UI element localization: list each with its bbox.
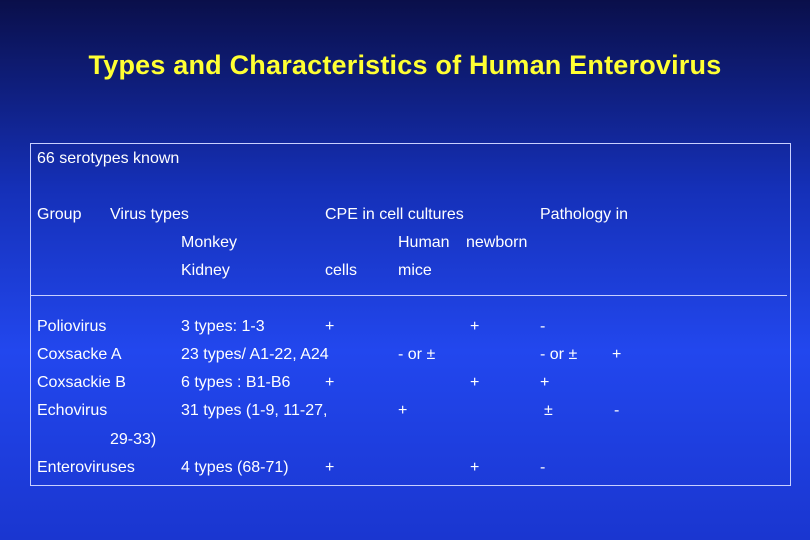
header-monkey: Monkey (181, 234, 238, 251)
row-types: 3 types: 1-3 (181, 318, 265, 335)
row-human: + (470, 318, 480, 335)
row-extra: - (614, 402, 620, 419)
row-human: - or ± (398, 346, 436, 363)
row-mice: + (540, 374, 550, 391)
header-divider (30, 295, 787, 296)
row-mice: - or ± (540, 346, 578, 363)
header-virus-types: Virus types (110, 206, 189, 223)
header-cpe: CPE in cell cultures (325, 206, 464, 223)
row-types: 6 types : B1-B6 (181, 374, 291, 391)
row-monkey: + (325, 374, 335, 391)
row-monkey: + (325, 318, 335, 335)
header-newborn: newborn (466, 234, 528, 251)
header-human: Human (398, 234, 450, 251)
table-frame (30, 143, 791, 486)
row-types: 23 types/ A1-22, A24 (181, 346, 329, 363)
row-mice: ± (544, 402, 553, 419)
row-mice: - (540, 318, 546, 335)
row-group: Coxsackie B (37, 374, 126, 391)
header-group: Group (37, 206, 82, 223)
row-human: + (470, 374, 480, 391)
row-types: 4 types (68-71) (181, 459, 289, 476)
row-extra: + (612, 346, 622, 363)
header-mice: mice (398, 262, 432, 279)
row-mice: - (540, 459, 546, 476)
slide-title: Types and Characteristics of Human Enter… (88, 50, 722, 80)
row-human: + (398, 402, 408, 419)
intro-text: 66 serotypes known (37, 150, 180, 167)
header-cells: cells (325, 262, 358, 279)
row-group: Echovirus (37, 402, 108, 419)
header-pathology: Pathology in (540, 206, 629, 223)
row-group: Coxsacke A (37, 346, 122, 363)
row-group: Enteroviruses (37, 459, 135, 476)
row-monkey: + (325, 459, 335, 476)
row-types-continuation: 29-33) (110, 431, 157, 448)
row-group: Poliovirus (37, 318, 107, 335)
header-kidney: Kidney (181, 262, 230, 279)
row-types: 31 types (1-9, 11-27, (181, 402, 328, 419)
row-human: + (470, 459, 480, 476)
